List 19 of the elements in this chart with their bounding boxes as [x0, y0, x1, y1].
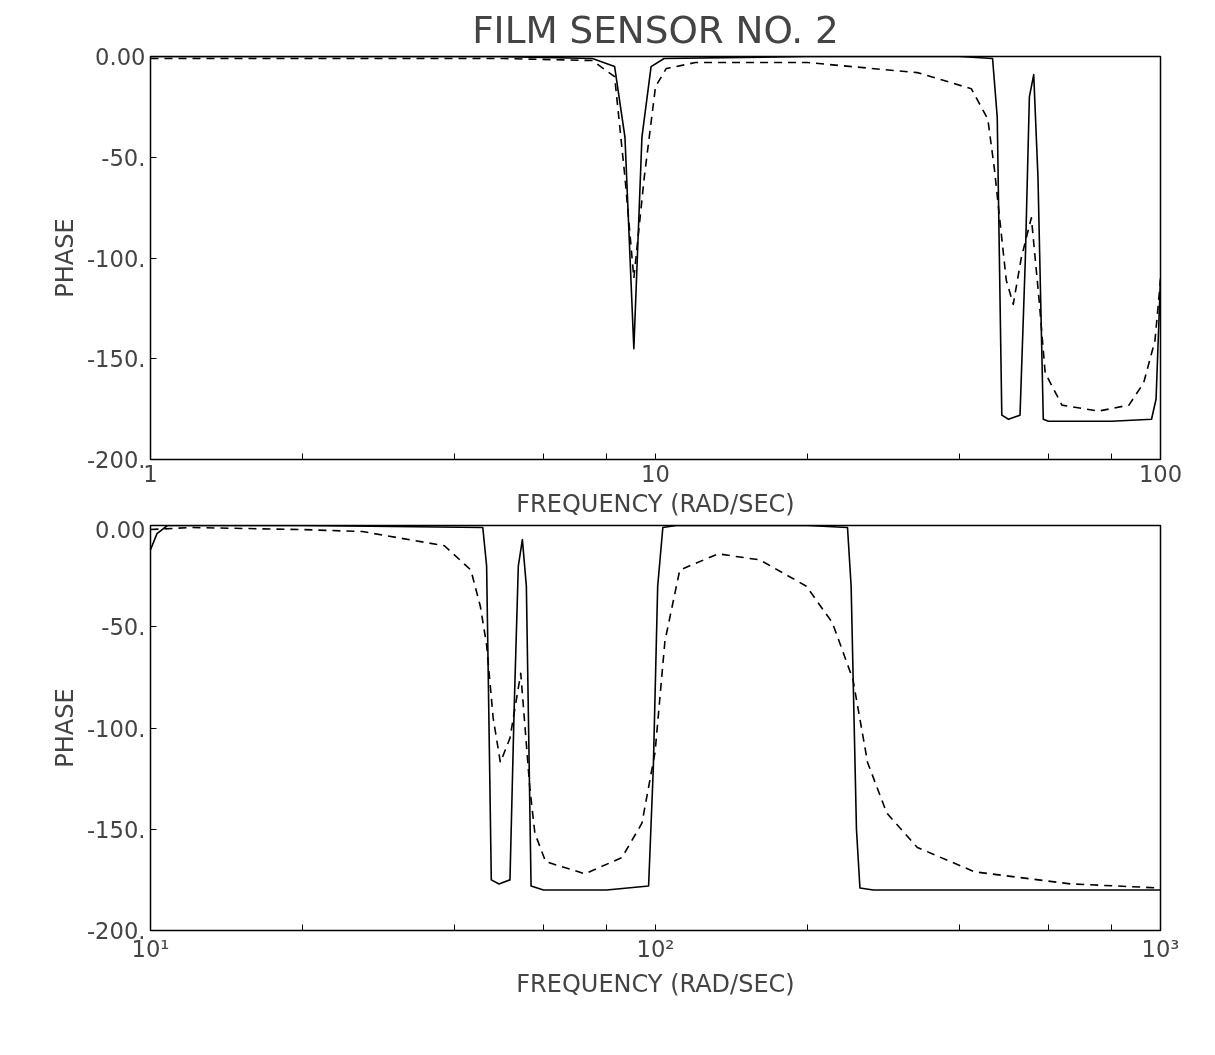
x-axis-title: FREQUENCY (RAD/SEC) — [516, 489, 795, 518]
y-tick-label: -100. — [86, 715, 146, 742]
x-tick-label: 10 — [641, 460, 670, 487]
x-tick-label: 10³ — [1141, 935, 1180, 962]
y-tick-label: 0.00 — [95, 44, 146, 70]
chart-title: FILM SENSOR NO. 2 — [472, 7, 839, 52]
y-tick-label: -50. — [101, 144, 146, 171]
y-axis-title: PHASE — [50, 688, 79, 768]
y-tick-label: 0.00 — [95, 516, 146, 543]
x-tick-label: 10² — [636, 935, 675, 962]
x-tick-label: 1 — [143, 460, 158, 487]
y-tick-label: -50. — [101, 614, 146, 641]
x-axis-title: FREQUENCY (RAD/SEC) — [516, 969, 795, 998]
x-tick-label: 100 — [1138, 460, 1183, 487]
y-tick-label: -150. — [86, 816, 146, 843]
y-tick-label: -100. — [86, 245, 146, 272]
y-tick-label: -150. — [86, 346, 146, 373]
y-axis-title: PHASE — [50, 218, 79, 298]
y-tick-label: -200. — [86, 447, 146, 473]
